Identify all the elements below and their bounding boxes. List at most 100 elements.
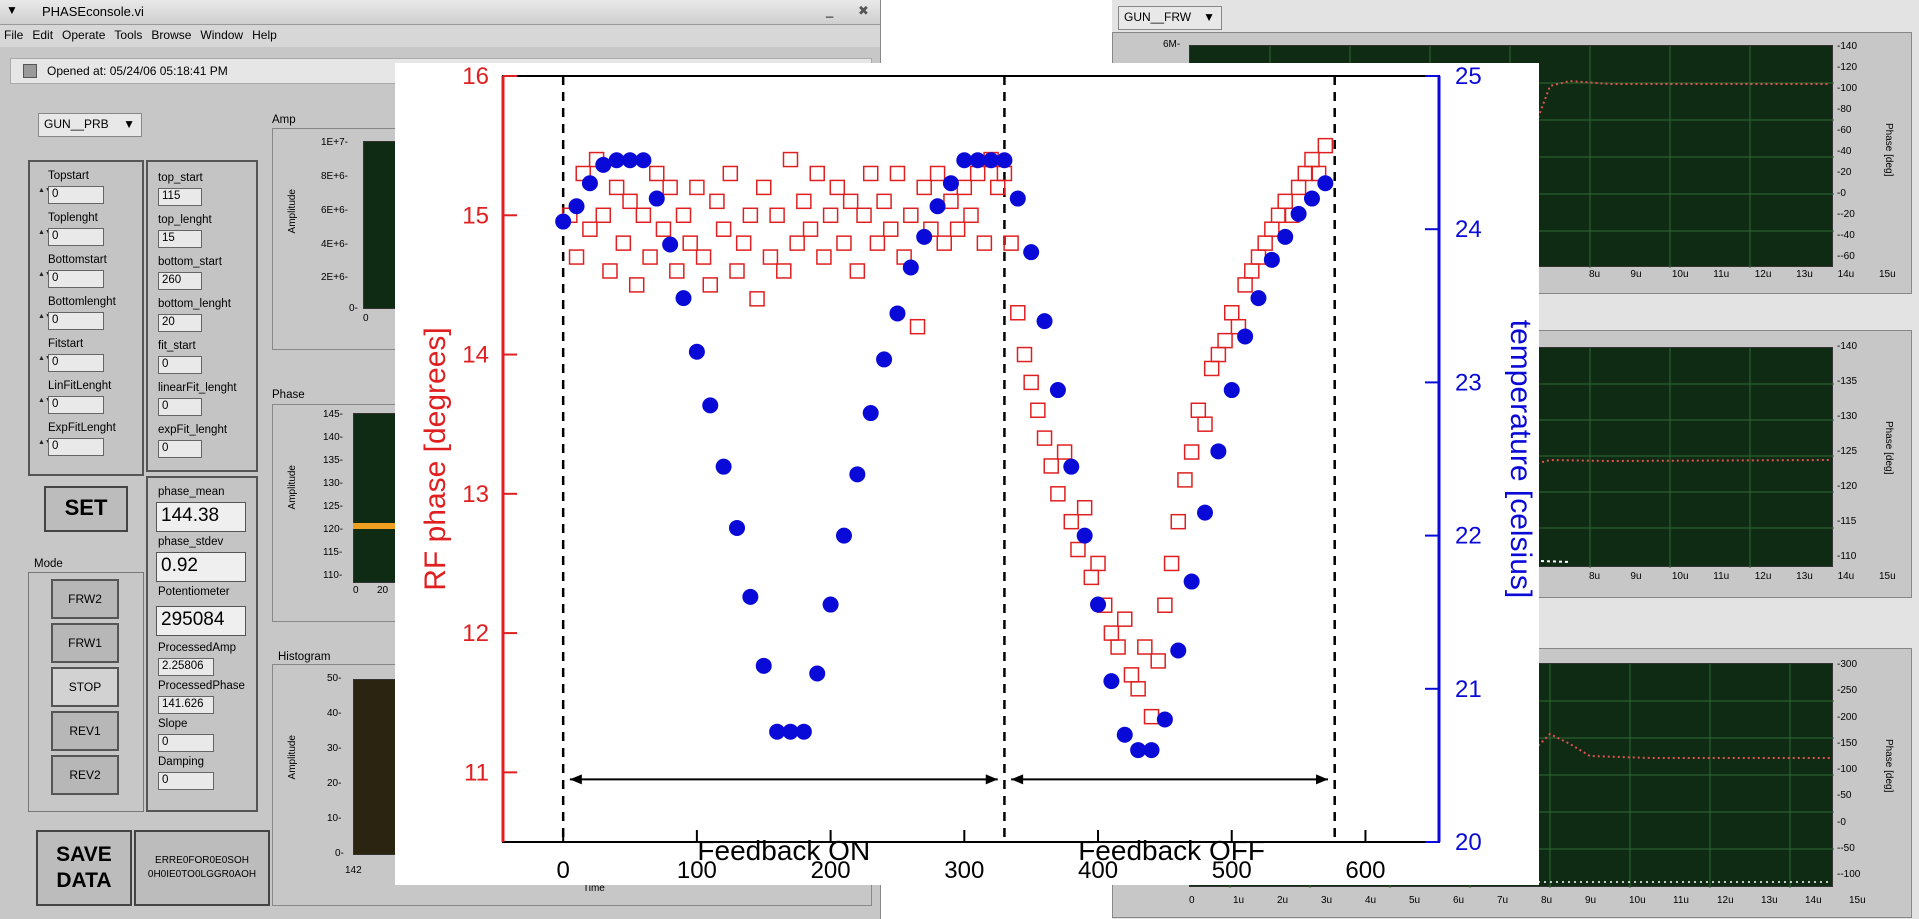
menu-window[interactable]: Window [200,28,244,42]
phase-xtick: 20 [377,585,389,596]
x-axis-tick: 3u [1321,895,1333,906]
x-axis-tick: 9u [1585,895,1597,906]
error-line1: ERRE0FOR0E0SOH [155,855,249,866]
menu-operate[interactable]: Operate [62,28,106,42]
phase-point [1150,653,1166,669]
temperature-point [1103,673,1120,690]
mode-frw1-button[interactable]: FRW1 [51,623,119,663]
phase-point [1223,305,1240,321]
phase-point [1163,555,1180,572]
param-input[interactable]: 0 [48,186,104,204]
x-tick-label: 500 [1212,857,1252,884]
set-button[interactable]: SET [44,486,128,532]
mode-frw2-button[interactable]: FRW2 [51,579,119,619]
close-icon[interactable]: ✖ [858,3,869,18]
x-axis-tick: 14u [1805,895,1822,906]
param-input[interactable]: 0 [48,396,104,414]
phase-point [936,235,953,251]
minimize-button[interactable]: _ [826,3,834,18]
phase-point [849,263,866,279]
error-code-button[interactable]: ERRE0FOR0E0SOH 0H0IE0TO0LGGR0AOH [134,830,270,906]
phase-tick: 135- [323,455,344,466]
x-axis-tick: 13u [1796,269,1813,280]
right-axis-tick: -120 [1837,62,1858,73]
phase-point [909,318,926,335]
phase-point [969,165,986,182]
x-tick-label: 300 [944,857,984,884]
x-axis-tick: 4u [1365,895,1377,906]
hist-xtick: 142 [345,865,362,876]
amp-xtick: 0 [363,313,369,324]
param-input[interactable]: 0 [48,438,104,456]
right-axis-tick: --50 [1837,842,1855,854]
menu-file[interactable]: File [4,28,24,42]
histogram-title: Histogram [278,651,331,663]
left-axis-label: RF phase [degrees] [419,327,452,590]
temperature-point [555,213,572,230]
param-label: bottom_lenght [158,298,231,310]
save-data-button[interactable]: SAVE DATA [36,830,132,906]
temperature-point [916,228,933,245]
param-value: 20 [158,314,202,332]
menu-help[interactable]: Help [252,28,277,42]
phase-ylabel: Amplitude [287,465,298,510]
x-axis-tick: 10u [1671,571,1689,582]
temperature-point [1090,596,1107,613]
x-axis-tick: 15u [1849,895,1866,906]
spinner-arrows-icon[interactable]: ▲▼ [38,271,52,278]
spinner-arrows-icon[interactable]: ▲▼ [38,397,52,404]
right-axis-tick: -100 [1837,83,1858,94]
right-top-ylabel: Phase [deg] [1883,123,1894,177]
spinner-arrows-icon[interactable]: ▲▼ [38,229,52,236]
phase-point [742,207,759,224]
chevron-down-icon: ▼ [1203,10,1215,24]
menu-edit[interactable]: Edit [32,28,54,42]
damping-label: Damping [158,756,205,768]
param-input[interactable]: 0 [48,270,104,288]
right-axis-tick: -150 [1837,737,1858,749]
x-axis-tick: 8u [1541,895,1553,906]
phase-point [842,193,859,210]
phase-point [829,179,846,196]
amp-tick: 2E+6- [321,272,348,283]
spinner-arrows-icon[interactable]: ▲▼ [38,187,52,194]
mode-panel: FRW2 FRW1 STOP REV1 REV2 [28,572,144,812]
channel-select[interactable]: GUN__PRB ▼ [38,113,142,137]
phase-point [635,207,652,224]
phase-point [662,179,678,196]
temperature-point [1263,251,1280,268]
phase-point [735,235,752,251]
phase-point [856,207,872,224]
phase-point [1137,639,1153,655]
right-axis-tick: --40 [1837,230,1855,241]
menu-browse[interactable]: Browse [151,28,192,42]
param-input[interactable]: 0 [48,228,104,246]
spinner-arrows-icon[interactable]: ▲▼ [38,355,52,362]
amp-tick: 6E+6- [321,205,348,216]
right-channel-select[interactable]: GUN__FRW ▼ [1118,6,1222,30]
phase-stdev-label: phase_stdev [158,536,224,548]
param-input[interactable]: 0 [48,354,104,372]
spinner-arrows-icon[interactable]: ▲▼ [38,313,52,320]
phase-point [1177,472,1193,488]
window-menu-icon[interactable]: ▼ [6,3,18,17]
mode-rev2-button[interactable]: REV2 [51,755,119,795]
spinner-arrows-icon[interactable]: ▲▼ [38,439,52,446]
hist-ylabel: Amplitude [287,735,298,780]
phase-point [869,235,886,251]
temperature-point [1076,527,1093,544]
mode-stop-button[interactable]: STOP [51,667,119,707]
processed-phase-value: 141.626 [158,696,214,714]
param-input[interactable]: 0 [48,312,104,330]
menu-tools[interactable]: Tools [114,28,143,42]
phase-xtick: 0 [353,585,359,596]
amp-graph-title: Amp [272,114,296,126]
x-tick-label: 200 [811,857,851,884]
potentiometer-value: 295084 [156,606,246,636]
phase-point [802,221,819,237]
phase-point [943,193,959,210]
temperature-point [1303,190,1320,207]
phase-point [608,179,625,196]
feedback-chart-svg: 11 12 13 14 15 16 20 21 22 23 24 25 0 100 200 300 400 500… [419,63,1537,884]
mode-rev1-button[interactable]: REV1 [51,711,119,751]
